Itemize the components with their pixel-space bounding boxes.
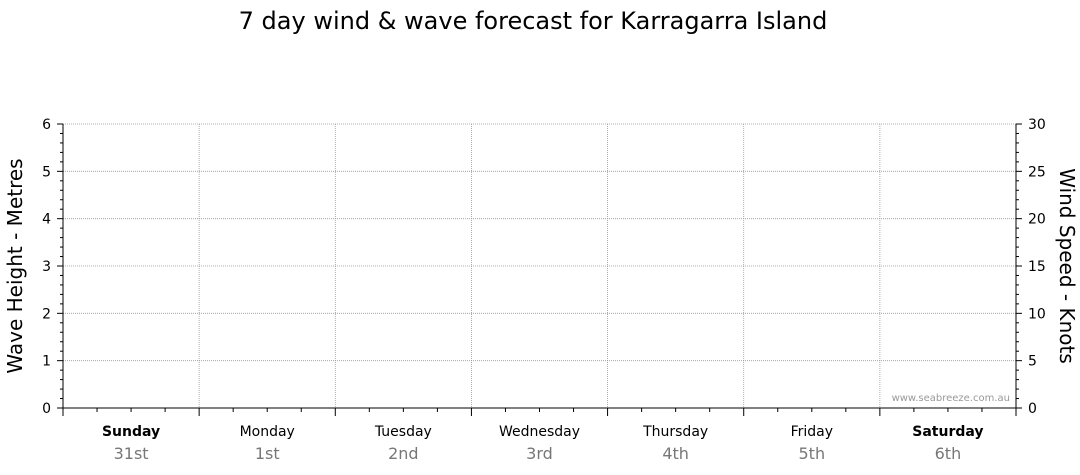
right-axis-ticks: 0 5 10 15 20 25 30 bbox=[1016, 117, 1046, 417]
day-name-label: Saturday bbox=[912, 424, 983, 440]
right-tick-label: 0 bbox=[1028, 401, 1037, 417]
left-axis-label: Wave Height - Metres bbox=[3, 158, 27, 373]
left-tick-label: 3 bbox=[42, 259, 51, 275]
grid bbox=[63, 123, 1016, 408]
day-date-label: 4th bbox=[662, 444, 689, 463]
right-tick-label: 5 bbox=[1028, 354, 1037, 370]
day-date-label: 2nd bbox=[388, 444, 418, 463]
left-tick-label: 0 bbox=[42, 401, 51, 417]
left-tick-label: 2 bbox=[42, 306, 51, 322]
right-axis-label: Wind Speed - Knots bbox=[1055, 168, 1079, 364]
day-date-label: 5th bbox=[798, 444, 825, 463]
day-name-label: Monday bbox=[240, 424, 295, 440]
day-labels: Sunday 31st Monday 1st Tuesday 2nd Wednesday 3r… bbox=[62, 408, 1017, 463]
day-date-label: 3rd bbox=[526, 444, 553, 463]
chart-title: 7 day wind & wave forecast for Karragarr… bbox=[239, 7, 828, 35]
day-date-label: 1st bbox=[255, 444, 280, 463]
left-axis-ticks: 0 1 2 3 4 5 6 bbox=[42, 117, 63, 417]
day-name-label: Sunday bbox=[102, 424, 160, 440]
day-name-label: Wednesday bbox=[499, 424, 580, 440]
left-tick-label: 4 bbox=[42, 212, 51, 228]
right-tick-label: 30 bbox=[1028, 117, 1046, 133]
day-name-label: Friday bbox=[791, 424, 833, 440]
day-name-label: Thursday bbox=[642, 424, 708, 440]
left-tick-label: 5 bbox=[42, 164, 51, 180]
day-date-label: 31st bbox=[114, 444, 149, 463]
right-tick-label: 20 bbox=[1028, 212, 1046, 228]
right-tick-label: 25 bbox=[1028, 164, 1046, 180]
watermark: www.seabreeze.com.au bbox=[892, 393, 1010, 404]
day-name-label: Tuesday bbox=[374, 424, 432, 440]
day-date-label: 6th bbox=[935, 444, 962, 463]
left-tick-label: 6 bbox=[42, 117, 51, 133]
right-tick-label: 10 bbox=[1028, 306, 1046, 322]
right-tick-label: 15 bbox=[1028, 259, 1046, 275]
left-tick-label: 1 bbox=[42, 354, 51, 370]
